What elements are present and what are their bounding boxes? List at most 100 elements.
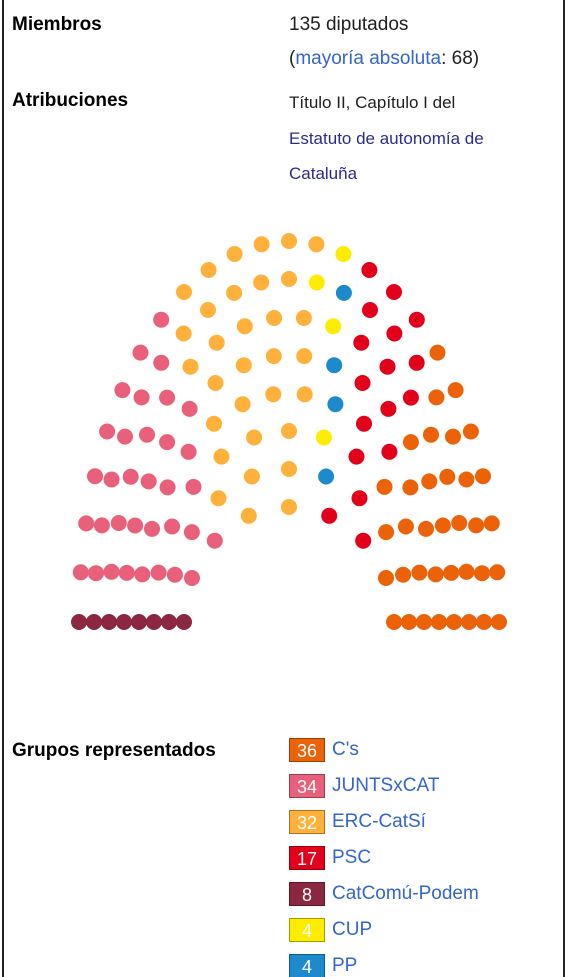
seat (408, 311, 425, 328)
seat (87, 468, 103, 485)
seat (265, 386, 282, 403)
seat (93, 517, 110, 534)
seat (281, 461, 297, 477)
seat (402, 479, 419, 496)
seat (446, 614, 462, 630)
seat (122, 468, 139, 485)
seat (265, 348, 282, 365)
seat (161, 614, 177, 630)
seat (117, 428, 133, 445)
text: : 68) (441, 48, 480, 69)
seat (175, 325, 192, 342)
seat (181, 400, 198, 417)
seat (159, 434, 176, 451)
seat (476, 614, 492, 630)
link[interactable]: Estatuto de autonomía de (289, 129, 484, 148)
seat (395, 566, 412, 583)
seat (362, 302, 378, 318)
seat (164, 518, 181, 535)
seat (296, 348, 313, 365)
seat (468, 517, 485, 534)
field-value: 135 diputados (289, 14, 409, 35)
seat (489, 564, 506, 581)
seat (210, 490, 227, 507)
seat (428, 389, 445, 406)
field-label: Miembros (12, 14, 102, 35)
seat (447, 382, 464, 399)
seat (386, 614, 402, 630)
seat (355, 532, 372, 549)
seat (253, 236, 270, 253)
field-value: (mayoría absoluta: 68) (289, 48, 479, 70)
seat-count: 32 (289, 810, 325, 834)
seat (379, 358, 396, 375)
seat (418, 520, 434, 537)
seat (182, 358, 199, 375)
seat (397, 518, 414, 535)
link[interactable]: Cataluña (289, 164, 358, 183)
group-link[interactable]: C's (332, 739, 359, 760)
seat (246, 429, 263, 446)
seat (144, 520, 160, 537)
seat (146, 614, 162, 630)
seat (153, 354, 170, 371)
seat (213, 448, 230, 465)
seat (200, 302, 216, 318)
seat (402, 389, 419, 406)
seat (140, 473, 157, 490)
seat (131, 614, 147, 630)
seat (431, 614, 447, 630)
seat (427, 566, 444, 583)
seat (308, 274, 325, 291)
seat (103, 471, 120, 488)
seat (114, 382, 131, 399)
seat (429, 344, 446, 361)
seat (386, 284, 402, 300)
seat (101, 614, 117, 630)
seat (78, 515, 95, 532)
seat (462, 423, 479, 440)
group-link[interactable]: PP (332, 955, 358, 976)
seat (378, 524, 395, 541)
group-link[interactable]: ERC-CatSí (332, 811, 426, 832)
seat (166, 566, 183, 583)
seat (401, 614, 417, 630)
seat (376, 478, 393, 495)
seat (354, 375, 371, 391)
seat (235, 357, 252, 374)
seat (183, 524, 200, 541)
seat (321, 507, 338, 524)
group-link[interactable]: PSC (332, 847, 372, 868)
seat (133, 389, 150, 406)
seat (380, 400, 397, 417)
seat (134, 566, 151, 583)
seat (281, 423, 297, 439)
seat (483, 515, 500, 532)
seat (378, 570, 394, 586)
seat (416, 614, 432, 630)
seat (348, 448, 365, 465)
group-link[interactable]: JUNTSxCAT (332, 775, 440, 796)
seat (386, 325, 403, 342)
seat-count: 34 (289, 774, 325, 798)
seat (411, 564, 428, 581)
seat (240, 507, 257, 524)
seat-count: 17 (289, 846, 325, 870)
seat (184, 570, 200, 586)
seat (402, 434, 419, 451)
seat (185, 478, 202, 495)
seat (421, 473, 438, 490)
group-link[interactable]: CatComú-Podem (332, 883, 479, 904)
seat (150, 564, 167, 581)
group-link[interactable]: CUP (332, 919, 373, 940)
seat (176, 614, 192, 630)
seat-count: 8 (289, 882, 325, 906)
link[interactable]: mayoría absoluta (295, 48, 442, 69)
seat (118, 564, 135, 581)
seat (281, 271, 297, 287)
seat (72, 564, 89, 581)
seat (461, 614, 477, 630)
seat (153, 311, 170, 328)
seat-count: 36 (289, 738, 325, 762)
